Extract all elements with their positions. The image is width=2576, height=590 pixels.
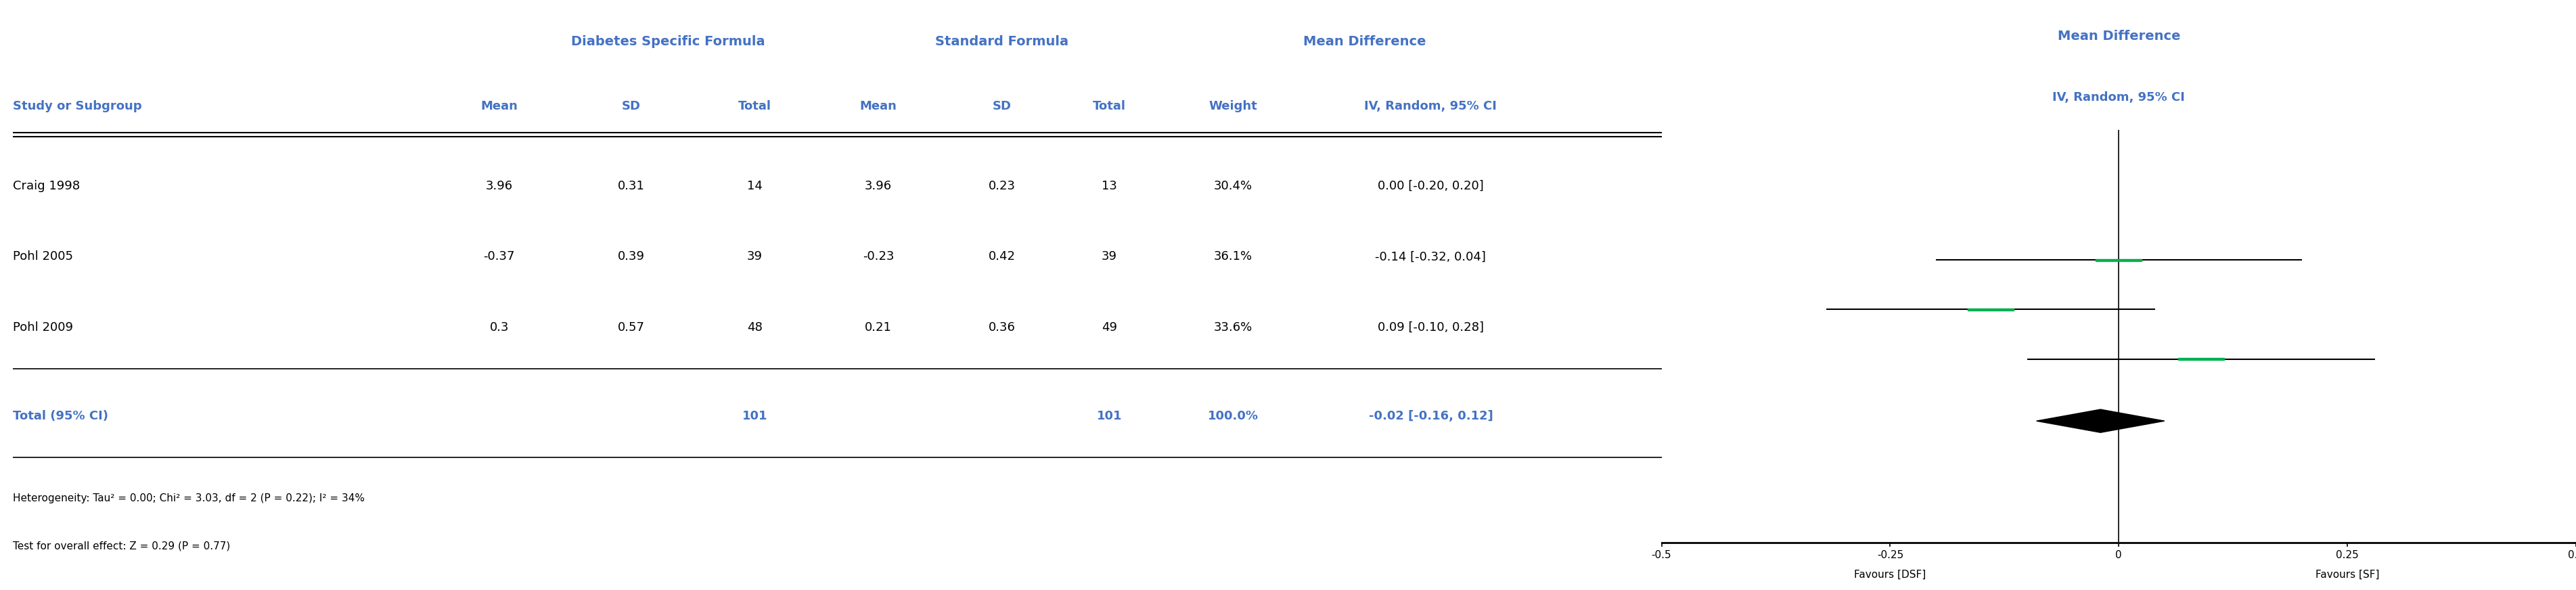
Text: 30.4%: 30.4%: [1213, 180, 1252, 192]
Text: Favours [DSF]: Favours [DSF]: [1855, 570, 1927, 580]
Text: 0.42: 0.42: [989, 251, 1015, 263]
Text: 0.57: 0.57: [618, 322, 644, 333]
Bar: [2097, 259, 2141, 261]
Text: Total (95% CI): Total (95% CI): [13, 410, 108, 422]
Text: 13: 13: [1103, 180, 1118, 192]
Text: 0.21: 0.21: [866, 322, 891, 333]
Text: Mean: Mean: [482, 100, 518, 112]
Text: 14: 14: [747, 180, 762, 192]
Text: 49: 49: [1103, 322, 1118, 333]
Text: 48: 48: [747, 322, 762, 333]
Text: Mean: Mean: [860, 100, 896, 112]
Text: 0.09 [-0.10, 0.28]: 0.09 [-0.10, 0.28]: [1378, 322, 1484, 333]
Bar: [2179, 358, 2223, 360]
Text: 39: 39: [1103, 251, 1118, 263]
Text: SD: SD: [621, 100, 641, 112]
Text: -0.14 [-0.32, 0.04]: -0.14 [-0.32, 0.04]: [1376, 251, 1486, 263]
Text: Weight: Weight: [1208, 100, 1257, 112]
Text: Total: Total: [1092, 100, 1126, 112]
Text: 0.3: 0.3: [489, 322, 510, 333]
Polygon shape: [2038, 409, 2164, 432]
Text: 0.39: 0.39: [618, 251, 644, 263]
Text: 101: 101: [742, 410, 768, 422]
Text: 101: 101: [1097, 410, 1123, 422]
Text: Heterogeneity: Tau² = 0.00; Chi² = 3.03, df = 2 (P = 0.22); I² = 34%: Heterogeneity: Tau² = 0.00; Chi² = 3.03,…: [13, 493, 366, 504]
Text: Mean Difference: Mean Difference: [2058, 30, 2179, 42]
Text: -0.23: -0.23: [863, 251, 894, 263]
Text: Mean Difference: Mean Difference: [1303, 35, 1427, 48]
Text: 0.23: 0.23: [989, 180, 1015, 192]
Text: Study or Subgroup: Study or Subgroup: [13, 100, 142, 112]
Text: 39: 39: [747, 251, 762, 263]
Text: 0.36: 0.36: [989, 322, 1015, 333]
Text: -0.02 [-0.16, 0.12]: -0.02 [-0.16, 0.12]: [1368, 410, 1494, 422]
Text: 100.0%: 100.0%: [1208, 410, 1257, 422]
Text: -0.37: -0.37: [484, 251, 515, 263]
Text: 3.96: 3.96: [487, 180, 513, 192]
Text: 0.31: 0.31: [618, 180, 644, 192]
Text: Total: Total: [739, 100, 770, 112]
Text: IV, Random, 95% CI: IV, Random, 95% CI: [1365, 100, 1497, 112]
Text: Favours [SF]: Favours [SF]: [2316, 570, 2380, 580]
Text: IV, Random, 95% CI: IV, Random, 95% CI: [2053, 91, 2184, 103]
Text: Craig 1998: Craig 1998: [13, 180, 80, 192]
Text: Standard Formula: Standard Formula: [935, 35, 1069, 48]
Text: Pohl 2009: Pohl 2009: [13, 322, 72, 333]
Bar: [1968, 309, 2014, 310]
Text: 36.1%: 36.1%: [1213, 251, 1252, 263]
Text: SD: SD: [992, 100, 1012, 112]
Text: 0.00 [-0.20, 0.20]: 0.00 [-0.20, 0.20]: [1378, 180, 1484, 192]
Text: Pohl 2005: Pohl 2005: [13, 251, 72, 263]
Text: 33.6%: 33.6%: [1213, 322, 1252, 333]
Text: Test for overall effect: Z = 0.29 (P = 0.77): Test for overall effect: Z = 0.29 (P = 0…: [13, 540, 229, 551]
Text: 3.96: 3.96: [866, 180, 891, 192]
Text: Diabetes Specific Formula: Diabetes Specific Formula: [572, 35, 765, 48]
